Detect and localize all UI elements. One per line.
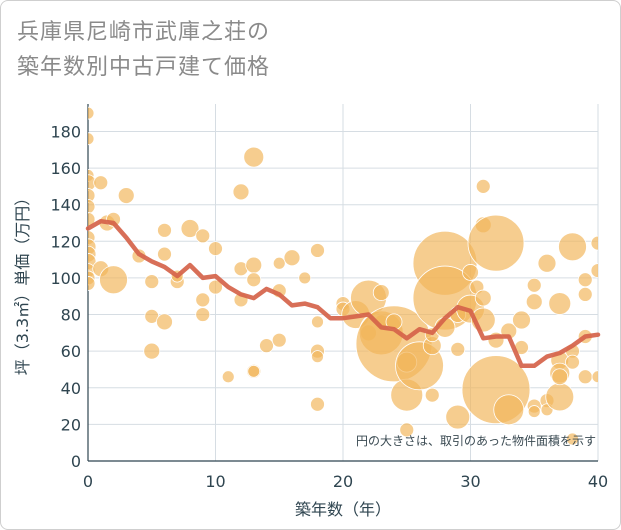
data-bubble — [311, 350, 324, 364]
data-bubble — [577, 286, 593, 302]
data-bubble — [545, 382, 575, 412]
data-bubble — [221, 370, 235, 384]
data-bubble — [424, 387, 440, 403]
data-bubble — [208, 241, 223, 257]
data-bubble — [590, 235, 598, 251]
x-tick-label: 10 — [205, 472, 225, 491]
data-bubble — [156, 313, 173, 331]
data-bubble — [493, 394, 525, 426]
data-bubble — [526, 277, 542, 293]
y-tick-label: 100 — [50, 269, 81, 288]
data-bubble — [372, 284, 390, 301]
data-bubble — [195, 307, 211, 322]
data-bubble — [548, 292, 572, 315]
y-tick-label: 140 — [50, 196, 81, 215]
data-bubble — [298, 271, 312, 285]
y-tick-label: 120 — [50, 232, 81, 251]
data-bubble — [93, 175, 109, 191]
data-bubble — [577, 369, 593, 385]
data-bubble — [283, 249, 301, 267]
y-tick-label: 60 — [61, 342, 81, 361]
data-bubble — [310, 396, 325, 412]
data-bubble — [577, 272, 593, 288]
data-bubble — [157, 222, 172, 238]
y-tick-label: 160 — [50, 159, 81, 178]
data-bubble — [450, 341, 466, 357]
size-annotation: 円の大きさは、取引のあった物件面積を示す — [356, 433, 596, 448]
y-tick-label: 80 — [61, 306, 81, 325]
data-bubble — [99, 265, 128, 295]
data-bubble — [591, 370, 598, 384]
data-bubble — [512, 310, 531, 330]
data-bubble — [271, 332, 287, 348]
data-bubble — [445, 404, 471, 430]
data-bubble — [537, 253, 557, 273]
data-bubble — [243, 146, 265, 168]
trend-line — [85, 218, 601, 369]
data-bubble — [462, 264, 479, 281]
data-bubble — [88, 188, 96, 203]
title-line-2: 築年数別中古戸建て価格 — [17, 55, 271, 80]
data-bubble — [88, 276, 96, 291]
data-bubble — [527, 405, 541, 418]
y-tick-label: 40 — [61, 379, 81, 398]
x-tick-label: 0 — [83, 472, 93, 491]
data-bubble — [310, 243, 325, 258]
data-bubble — [117, 187, 135, 204]
data-bubble — [474, 289, 492, 307]
data-bubble — [88, 199, 96, 214]
data-bubble — [88, 132, 95, 146]
x-tick-label: 30 — [460, 472, 480, 491]
data-bubble — [525, 293, 543, 311]
data-bubble — [272, 256, 286, 270]
data-bubble — [467, 214, 525, 272]
data-bubble — [246, 272, 262, 288]
data-bubble — [565, 354, 580, 370]
x-axis-label: 築年数（年） — [295, 500, 391, 519]
x-tick-label: 20 — [333, 472, 353, 491]
data-bubble — [558, 232, 587, 262]
y-tick-label: 20 — [61, 415, 81, 434]
data-bubble — [551, 368, 569, 386]
data-bubble — [144, 274, 160, 289]
data-bubble — [247, 364, 261, 378]
data-bubble — [143, 342, 161, 360]
data-bubble — [566, 432, 579, 446]
data-bubble — [399, 422, 415, 438]
y-tick-label: 180 — [50, 122, 81, 141]
y-tick-label: 0 — [71, 452, 81, 471]
x-tick-label: 40 — [588, 472, 608, 491]
data-bubble — [88, 211, 96, 227]
data-bubble — [157, 246, 172, 262]
bubble-layer — [88, 106, 598, 446]
data-bubble — [195, 292, 211, 308]
data-bubble — [590, 263, 598, 278]
data-bubble — [311, 315, 324, 329]
title-line-1: 兵庫県尼崎市武庫之荘の — [17, 20, 271, 45]
data-bubble — [180, 219, 200, 238]
data-bubble — [208, 279, 223, 295]
data-bubble — [475, 178, 491, 194]
data-bubble — [88, 106, 95, 120]
data-bubble — [259, 338, 274, 354]
data-bubble — [245, 256, 263, 274]
data-bubble — [232, 183, 250, 201]
data-bubble — [195, 228, 211, 244]
y-axis-label: 坪（3.3㎡）単価（万円） — [13, 190, 32, 375]
chart-title: 兵庫県尼崎市武庫之荘の 築年数別中古戸建て価格 — [17, 15, 270, 85]
